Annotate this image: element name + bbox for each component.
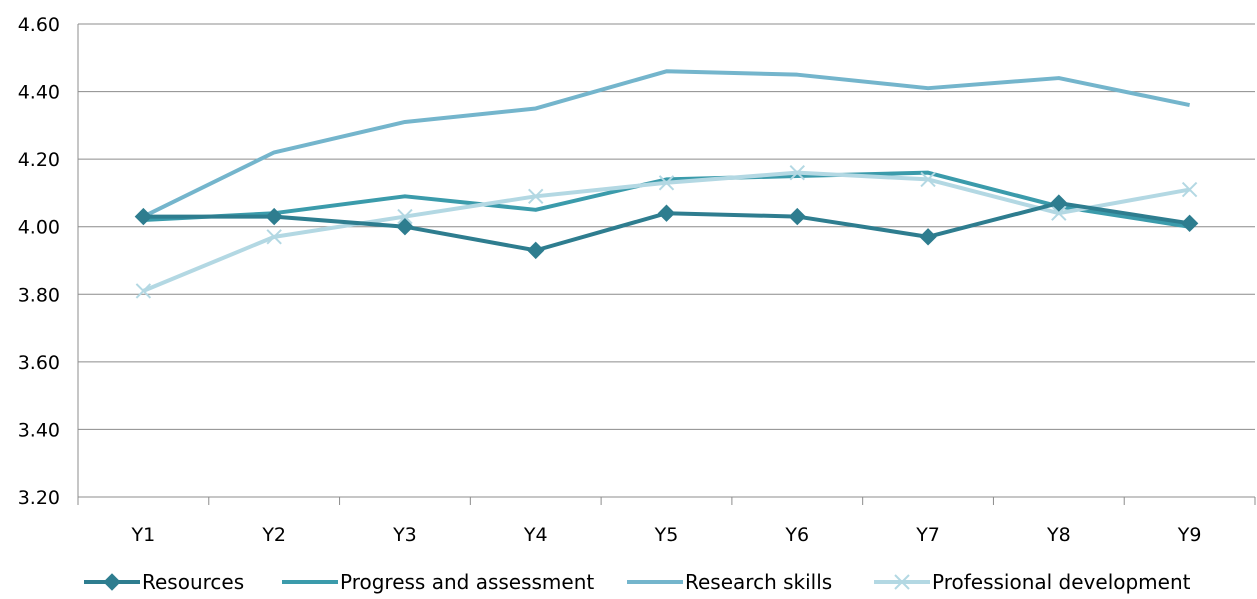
professional-development-point — [528, 188, 544, 205]
y-tick-label: 4.00 — [18, 217, 60, 239]
y-tick-label: 4.40 — [18, 82, 60, 104]
professional-development-point — [266, 229, 282, 245]
x-tick-label: Y6 — [784, 524, 809, 546]
x-tick-label: Y2 — [261, 524, 286, 546]
resources-point — [657, 204, 676, 222]
y-tick-label: 4.60 — [18, 14, 60, 36]
resources-point — [1050, 194, 1068, 212]
series-progress-and-assessment — [143, 170, 1190, 229]
x-tick-label: Y7 — [915, 524, 940, 546]
resources-point — [919, 228, 937, 246]
series-resources — [134, 194, 1199, 260]
y-tick-label: 4.20 — [18, 149, 60, 171]
professional-development-point — [1181, 181, 1198, 198]
y-tick-label: 3.60 — [18, 352, 60, 374]
y-axis-tick-labels: 3.20 3.40 3.60 3.80 4.00 4.20 4.40 4.60 — [18, 14, 60, 509]
y-tick-label: 3.20 — [18, 487, 60, 509]
professional-development-point — [1051, 205, 1067, 221]
legend-label: Progress and assessment — [340, 570, 594, 594]
y-tick-label: 3.80 — [18, 284, 60, 306]
series-research-skills — [142, 69, 1191, 219]
legend-marker — [894, 574, 910, 590]
legend-label: Professional development — [932, 570, 1191, 594]
professional-development-point — [920, 171, 936, 188]
resources-point — [1180, 214, 1199, 233]
series-lines — [134, 69, 1199, 299]
x-axis-tick-labels: Y1 Y2 Y3 Y4 Y5 Y6 Y7 Y8 Y9 — [131, 524, 1202, 546]
professional-development-point — [397, 208, 413, 225]
legend-item-professional-development: Professional development — [874, 570, 1191, 594]
x-axis — [77, 24, 1256, 505]
x-tick-label: Y5 — [654, 524, 679, 546]
legend-item-research-skills: Research skills — [627, 570, 832, 594]
resources-point — [134, 207, 153, 226]
x-tick-label: Y3 — [392, 524, 417, 546]
professional-development-point — [135, 283, 152, 299]
legend-label: Research skills — [685, 570, 832, 594]
x-tick-label: Y1 — [131, 524, 156, 546]
professional-development-point — [658, 175, 675, 191]
legend-item-resources: Resources — [84, 570, 244, 594]
legend-item-progress-and-assessment: Progress and assessment — [282, 570, 594, 594]
x-tick-label: Y8 — [1046, 524, 1071, 546]
professional-development-point — [789, 164, 805, 181]
legend-marker — [103, 573, 121, 591]
y-tick-label: 3.40 — [18, 419, 60, 441]
resources-point — [396, 218, 414, 236]
resources-point — [788, 207, 806, 226]
x-tick-label: Y9 — [1177, 524, 1202, 546]
resources-point — [527, 241, 545, 260]
professional-development-line — [142, 170, 1190, 293]
legend-label: Resources — [142, 570, 244, 594]
research-skills-line — [142, 69, 1191, 219]
x-tick-label: Y4 — [523, 524, 548, 546]
resources-point — [265, 207, 283, 226]
legend: Resources Progress and assessment Research… — [84, 570, 1191, 594]
progress-and-assessment-line — [143, 170, 1190, 229]
gridlines — [78, 23, 1255, 498]
series-professional-development — [135, 164, 1198, 299]
